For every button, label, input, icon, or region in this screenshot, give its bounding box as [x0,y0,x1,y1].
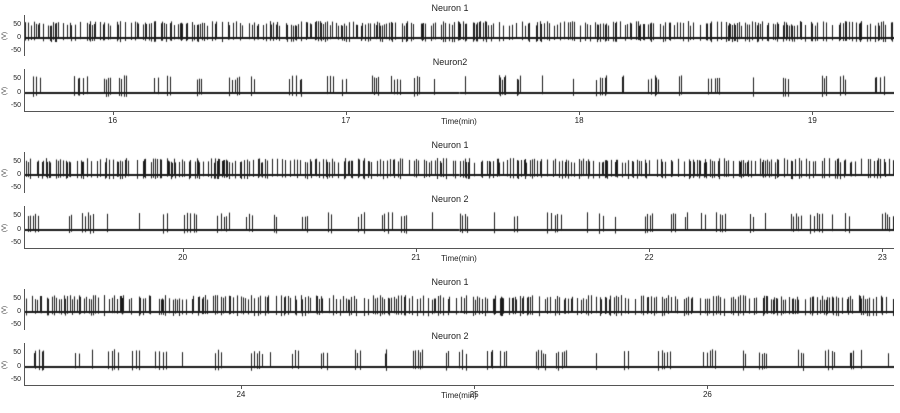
y-tick-label: 50 [13,74,21,82]
neuron-1-subplot: Neuron 1 (V) 50 0 -50 [0,139,900,193]
y-axis-ticks: 50 0 -50 [8,289,23,330]
voltage-trace-canvas [25,343,894,385]
y-tick-label: 0 [17,88,21,96]
x-tick-label: 22 [644,253,654,262]
subplot-title: Neuron 2 [431,194,469,204]
y-tick-label: -50 [10,376,21,384]
time-window-panel: Neuron 1 (V) 50 0 -50 Neuron2 (V) 50 0 [0,0,900,137]
y-tick-label: 50 [13,294,21,302]
y-tick-label: 50 [13,157,21,165]
subplot-title: Neuron2 [432,57,468,67]
subplot-title: Neuron 1 [431,3,469,13]
x-tick-label: 25 [469,390,479,399]
plot-area [24,206,894,249]
y-axis-ticks: 50 0 -50 [8,343,23,386]
x-axis: Time(min) 20 21 22 23 [24,249,894,269]
y-tick-label: 0 [17,170,21,178]
plot-area [24,343,894,386]
x-tick-mark [240,386,242,389]
y-tick-label: -50 [10,47,21,55]
x-tick-label: 26 [702,390,712,399]
neuron-2-subplot: Neuron2 (V) 50 0 -50 [0,56,900,112]
x-axis: Time(min) 16 17 18 19 [24,112,894,132]
trace-row: (V) 50 0 -50 [0,206,900,249]
y-axis-ticks: 50 0 -50 [8,206,23,249]
x-tick-label: 19 [807,116,817,125]
plot-area [24,15,894,56]
voltage-trace-canvas [25,206,894,248]
y-axis-ticks: 50 0 -50 [8,69,23,112]
x-tick-mark [345,112,347,115]
y-tick-label: -50 [10,321,21,329]
x-axis: Time(min) 24 25 26 [24,386,894,406]
x-tick-label: 23 [877,253,887,262]
y-tick-label: -50 [10,102,21,110]
x-tick-label: 16 [108,116,118,125]
x-tick-mark [415,249,417,252]
x-tick-mark [182,249,184,252]
y-tick-label: 50 [13,20,21,28]
x-axis-label: Time(min) [441,254,477,263]
subplot-title: Neuron 1 [431,140,469,150]
y-tick-label: 0 [17,33,21,41]
y-tick-label: 0 [17,225,21,233]
neuron-2-subplot: Neuron 2 (V) 50 0 -50 [0,330,900,386]
y-axis-ticks: 50 0 -50 [8,152,23,193]
trace-row: (V) 50 0 -50 [0,289,900,330]
x-tick-mark [812,112,814,115]
y-tick-label: -50 [10,184,21,192]
x-tick-label: 21 [411,253,421,262]
plot-area [24,289,894,330]
x-axis-label: Time(min) [441,117,477,126]
voltage-trace-canvas [25,152,894,193]
y-tick-label: 0 [17,362,21,370]
trace-row: (V) 50 0 -50 [0,15,900,56]
trace-row: (V) 50 0 -50 [0,152,900,193]
voltage-trace-canvas [25,15,894,56]
voltage-trace-canvas [25,69,894,111]
x-tick-mark [882,249,884,252]
x-tick-mark [707,386,709,389]
x-tick-mark [112,112,114,115]
trace-row: (V) 50 0 -50 [0,343,900,386]
y-axis-ticks: 50 0 -50 [8,15,23,56]
y-tick-label: 0 [17,307,21,315]
neuron-2-subplot: Neuron 2 (V) 50 0 -50 [0,193,900,249]
x-tick-mark [474,386,476,389]
time-window-panel: Neuron 1 (V) 50 0 -50 Neuron 2 (V) 50 0 [0,137,900,274]
x-tick-label: 17 [341,116,351,125]
x-tick-label: 24 [236,390,246,399]
subplot-title: Neuron 1 [431,277,469,287]
trace-row: (V) 50 0 -50 [0,69,900,112]
neuron-1-subplot: Neuron 1 (V) 50 0 -50 [0,2,900,56]
y-tick-label: 50 [13,348,21,356]
plot-area [24,152,894,193]
plot-area [24,69,894,112]
x-axis-label: Time(min) [441,391,477,400]
y-tick-label: -50 [10,239,21,247]
x-tick-mark [649,249,651,252]
subplot-title: Neuron 2 [431,331,469,341]
y-tick-label: 50 [13,211,21,219]
neuron-1-subplot: Neuron 1 (V) 50 0 -50 [0,276,900,330]
x-tick-label: 18 [574,116,584,125]
x-tick-mark [579,112,581,115]
time-window-panel: Neuron 1 (V) 50 0 -50 Neuron 2 (V) 50 0 [0,274,900,411]
voltage-trace-canvas [25,289,894,330]
x-tick-label: 20 [178,253,188,262]
